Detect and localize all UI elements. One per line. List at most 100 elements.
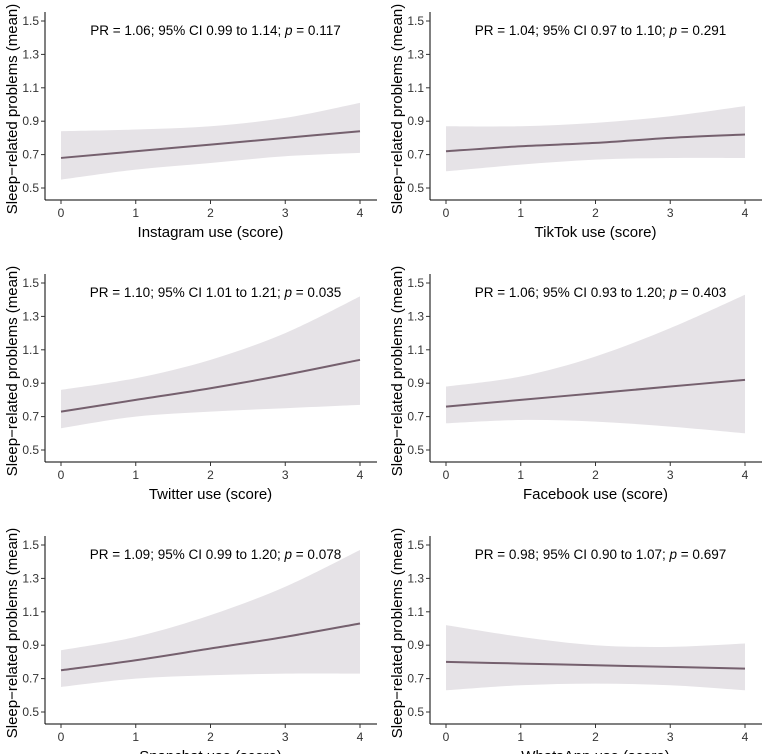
- y-tick-label: 1.5: [22, 276, 39, 290]
- y-tick-label: 0.9: [22, 114, 39, 128]
- annotation-p-value: = 0.078: [292, 547, 341, 562]
- annotation-prefix: PR = 0.98; 95% CI 0.90 to 1.07;: [475, 547, 670, 562]
- y-tick-label: 0.5: [22, 705, 39, 719]
- stats-annotation: PR = 1.06; 95% CI 0.93 to 1.20; p = 0.40…: [475, 285, 726, 300]
- annotation-p-value: = 0.291: [677, 23, 726, 38]
- y-tick-label: 1.5: [407, 14, 424, 28]
- y-tick-label: 0.9: [407, 638, 424, 652]
- annotation-p-symbol: p: [669, 23, 678, 38]
- confidence-band: [446, 294, 745, 434]
- x-tick-label: 0: [443, 206, 450, 220]
- x-tick-label: 1: [132, 206, 139, 220]
- stats-annotation: PR = 0.98; 95% CI 0.90 to 1.07; p = 0.69…: [475, 547, 726, 562]
- x-axis-title: Instagram use (score): [138, 224, 284, 241]
- x-tick-label: 0: [58, 730, 65, 744]
- y-tick-label: 1.3: [407, 571, 424, 585]
- chart-panel-2: 0.5 0.7 0.9 1.1 1.3 1.5 0 1 2 3 4 TikTok use (score…: [389, 4, 762, 241]
- y-tick-label: 1.5: [22, 14, 39, 28]
- y-axis-title: Sleep−related problems (mean): [389, 4, 406, 215]
- x-tick-label: 2: [207, 730, 214, 744]
- stats-annotation: PR = 1.10; 95% CI 1.01 to 1.21; p = 0.03…: [90, 285, 341, 300]
- annotation-p-value: = 0.035: [292, 285, 341, 300]
- annotation-p-symbol: p: [669, 547, 678, 562]
- y-tick-label: 0.7: [22, 672, 39, 686]
- annotation-prefix: PR = 1.06; 95% CI 0.99 to 1.14;: [90, 23, 285, 38]
- x-tick-label: 3: [282, 468, 289, 482]
- y-tick-label: 0.7: [407, 148, 424, 162]
- y-tick-label: 1.1: [22, 81, 39, 95]
- y-tick-label: 0.5: [407, 181, 424, 195]
- x-axis-title: TikTok use (score): [535, 224, 657, 241]
- y-tick-label: 1.1: [407, 343, 424, 357]
- y-tick-label: 1.3: [22, 309, 39, 323]
- x-tick-label: 0: [443, 468, 450, 482]
- x-tick-label: 3: [667, 206, 674, 220]
- y-axis-title: Sleep−related problems (mean): [4, 4, 21, 215]
- x-tick-label: 0: [58, 206, 65, 220]
- annotation-p-symbol: p: [284, 23, 293, 38]
- fit-line: [60, 622, 361, 672]
- x-tick-label: 2: [592, 206, 599, 220]
- stats-annotation: PR = 1.06; 95% CI 0.99 to 1.14; p = 0.11…: [90, 23, 340, 38]
- fit-line: [60, 130, 361, 159]
- annotation-p-symbol: p: [284, 547, 293, 562]
- chart-panel-1: 0.5 0.7 0.9 1.1 1.3 1.5 0 1 2 3 4 Instagram use (sc…: [4, 4, 377, 241]
- x-axis-title: Twitter use (score): [149, 486, 272, 503]
- x-tick-label: 1: [132, 468, 139, 482]
- y-tick-label: 1.5: [22, 538, 39, 552]
- y-tick-label: 1.1: [407, 81, 424, 95]
- y-tick-label: 0.9: [22, 376, 39, 390]
- x-axis-title: WhatsApp use (score): [521, 748, 669, 754]
- x-tick-label: 1: [132, 730, 139, 744]
- y-tick-label: 0.5: [407, 443, 424, 457]
- x-tick-label: 0: [443, 730, 450, 744]
- annotation-p-symbol: p: [284, 285, 293, 300]
- y-tick-label: 1.5: [407, 538, 424, 552]
- confidence-band: [446, 625, 745, 691]
- y-tick-label: 1.3: [407, 47, 424, 61]
- x-tick-label: 3: [282, 730, 289, 744]
- x-tick-label: 2: [592, 468, 599, 482]
- x-tick-label: 1: [517, 468, 524, 482]
- x-tick-label: 4: [742, 468, 749, 482]
- annotation-prefix: PR = 1.10; 95% CI 1.01 to 1.21;: [90, 285, 285, 300]
- x-tick-label: 4: [742, 206, 749, 220]
- y-axis-title: Sleep−related problems (mean): [389, 266, 406, 477]
- y-tick-label: 0.9: [407, 376, 424, 390]
- stats-annotation: PR = 1.04; 95% CI 0.97 to 1.10; p = 0.29…: [475, 23, 726, 38]
- y-tick-label: 1.3: [22, 47, 39, 61]
- x-tick-label: 0: [58, 468, 65, 482]
- chart-panel-4: 0.5 0.7 0.9 1.1 1.3 1.5 0 1 2 3 4 Facebook use (sco…: [389, 266, 762, 503]
- y-tick-label: 0.7: [407, 410, 424, 424]
- y-tick-label: 0.5: [407, 705, 424, 719]
- confidence-band: [446, 106, 745, 172]
- y-tick-label: 1.5: [407, 276, 424, 290]
- y-tick-label: 0.5: [22, 181, 39, 195]
- fit-line: [445, 660, 746, 670]
- y-tick-label: 1.3: [407, 309, 424, 323]
- confidence-band: [61, 102, 360, 180]
- fit-line: [445, 378, 746, 408]
- y-tick-label: 1.3: [22, 571, 39, 585]
- chart-panel-5: 0.5 0.7 0.9 1.1 1.3 1.5 0 1 2 3 4 Snapchat use (sco…: [4, 528, 377, 754]
- stats-annotation: PR = 1.09; 95% CI 0.99 to 1.20; p = 0.07…: [90, 547, 341, 562]
- x-tick-label: 1: [517, 206, 524, 220]
- annotation-prefix: PR = 1.04; 95% CI 0.97 to 1.10;: [475, 23, 670, 38]
- x-tick-label: 2: [207, 206, 214, 220]
- y-tick-label: 0.9: [407, 114, 424, 128]
- annotation-p-symbol: p: [669, 285, 678, 300]
- x-tick-label: 4: [357, 468, 364, 482]
- y-axis-title: Sleep−related problems (mean): [4, 266, 21, 477]
- chart-panel-6: 0.5 0.7 0.9 1.1 1.3 1.5 0 1 2 3 4 WhatsApp use (sco…: [389, 528, 762, 754]
- y-tick-label: 0.7: [22, 410, 39, 424]
- y-axis-title: Sleep−related problems (mean): [4, 528, 21, 739]
- fit-line: [60, 358, 361, 413]
- x-tick-label: 2: [592, 730, 599, 744]
- chart-panel-3: 0.5 0.7 0.9 1.1 1.3 1.5 0 1 2 3 4 Twitter use (scor…: [4, 266, 377, 503]
- y-tick-label: 0.9: [22, 638, 39, 652]
- annotation-p-value: = 0.117: [293, 23, 341, 38]
- fit-line: [445, 133, 746, 153]
- y-tick-label: 0.7: [407, 672, 424, 686]
- x-tick-label: 2: [207, 468, 214, 482]
